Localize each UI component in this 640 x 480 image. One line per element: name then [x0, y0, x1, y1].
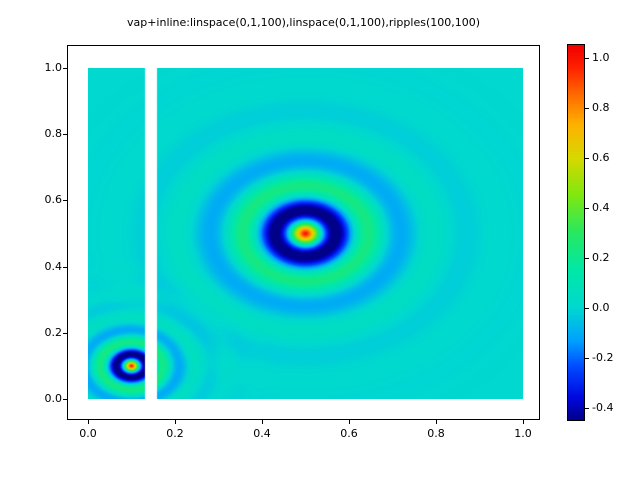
y-tick-mark [63, 200, 67, 202]
x-tick-mark [436, 420, 437, 424]
colorbar-frame [567, 44, 585, 421]
y-tick-mark [63, 134, 67, 136]
colorbar-tick-mark [585, 407, 589, 409]
heatmap-canvas [88, 68, 523, 399]
colorbar-tick-mark [585, 157, 589, 159]
colorbar-tick-mark [585, 107, 589, 109]
x-tick-mark [349, 420, 350, 424]
x-tick-label: 0.0 [79, 427, 97, 440]
y-tick-mark [63, 399, 67, 400]
colorbar-tick-label: -0.4 [592, 400, 614, 414]
x-tick-label: 1.0 [514, 427, 532, 440]
x-tick-label: 0.6 [340, 427, 358, 440]
plot-title: vap+inline:linspace(0,1,100),linspace(0,… [126, 16, 481, 29]
colorbar-tick-mark [585, 307, 589, 309]
y-tick-label: 0.2 [44, 325, 63, 339]
x-tick-mark [175, 420, 176, 424]
colorbar-tick-label: 0.0 [592, 300, 610, 314]
colorbar-tick-label: -0.2 [592, 350, 614, 364]
y-tick-label: 0.8 [44, 127, 63, 141]
x-tick-label: 0.4 [253, 427, 271, 440]
colorbar-tick-label: 0.4 [592, 200, 610, 214]
y-tick-mark [63, 266, 67, 268]
x-tick-mark [88, 420, 89, 424]
x-tick-mark [262, 420, 263, 424]
colorbar-tick-label: 1.0 [592, 50, 610, 64]
colorbar-canvas [568, 45, 584, 420]
colorbar-tick-mark [585, 57, 589, 59]
x-tick-label: 0.8 [427, 427, 445, 440]
colorbar-tick-mark [585, 357, 589, 359]
y-tick-label: 1.0 [44, 61, 63, 74]
x-tick-label: 0.2 [166, 427, 184, 440]
y-tick-label: 0.0 [44, 392, 63, 405]
colorbar-tick-label: 0.6 [592, 150, 610, 164]
x-tick-mark [523, 420, 524, 424]
y-tick-mark [63, 332, 67, 334]
y-tick-label: 0.4 [44, 259, 63, 273]
y-tick-mark [63, 68, 67, 69]
colorbar-tick-mark [585, 207, 589, 209]
colorbar-tick-label: 0.2 [592, 250, 610, 264]
colorbar-tick-mark [585, 257, 589, 259]
y-tick-label: 0.6 [44, 193, 63, 207]
colorbar-tick-label: 0.8 [592, 100, 610, 114]
